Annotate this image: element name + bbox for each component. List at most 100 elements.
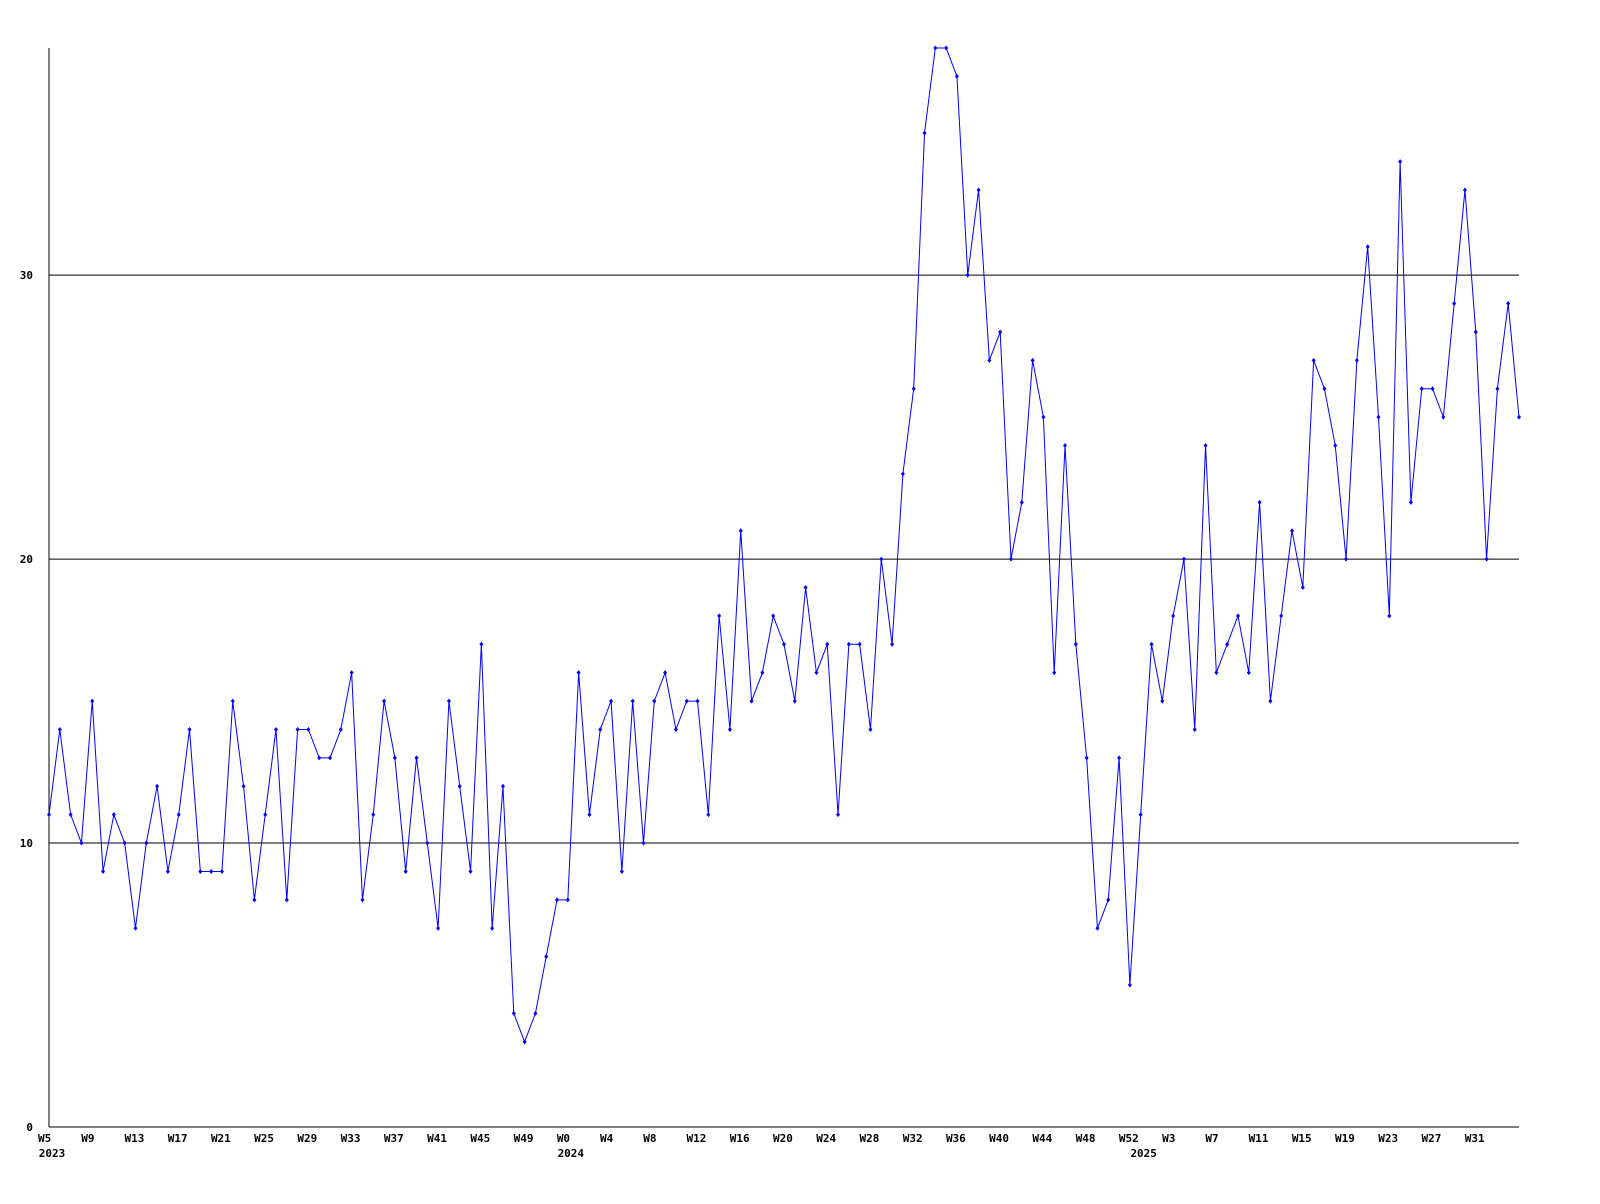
data-point xyxy=(230,698,235,704)
y-tick-label: 10 xyxy=(20,837,33,850)
data-point xyxy=(111,812,116,818)
data-point xyxy=(1063,443,1068,449)
data-point xyxy=(1019,499,1024,505)
data-point xyxy=(533,1010,538,1016)
data-point xyxy=(57,726,62,732)
data-point xyxy=(825,641,830,647)
x-tick-label: W28 xyxy=(859,1132,879,1145)
x-tick-label: W19 xyxy=(1335,1132,1355,1145)
data-point xyxy=(727,726,732,732)
data-point xyxy=(954,73,959,79)
x-tick-label: W8 xyxy=(643,1132,656,1145)
y-tick-label: 20 xyxy=(20,553,33,566)
x-tick-label: W16 xyxy=(730,1132,750,1145)
data-point xyxy=(187,726,192,732)
x-tick-label: W3 xyxy=(1162,1132,1175,1145)
data-point xyxy=(587,812,592,818)
data-point xyxy=(846,641,851,647)
data-point xyxy=(1452,301,1457,307)
data-point xyxy=(349,670,354,676)
data-point xyxy=(47,812,51,818)
data-line xyxy=(48,47,1520,1044)
data-point xyxy=(890,641,895,647)
data-point xyxy=(198,868,203,874)
data-point xyxy=(792,698,797,704)
data-point xyxy=(944,45,949,51)
data-point xyxy=(717,613,722,619)
data-point xyxy=(1084,755,1089,761)
data-point xyxy=(652,698,657,704)
data-point xyxy=(1408,499,1413,505)
x-tick-label: W5 xyxy=(38,1132,51,1145)
data-point xyxy=(511,1010,516,1016)
data-point xyxy=(1344,556,1349,562)
x-tick-label: W33 xyxy=(341,1132,361,1145)
data-point xyxy=(1192,726,1197,732)
data-point xyxy=(619,868,624,874)
x-tick-label: W48 xyxy=(1076,1132,1096,1145)
data-point xyxy=(457,783,462,789)
data-point xyxy=(987,357,992,363)
data-point xyxy=(1300,585,1305,590)
data-point xyxy=(252,897,257,903)
x-tick-label: W31 xyxy=(1465,1132,1485,1145)
x-tick-label: W4 xyxy=(600,1132,614,1145)
data-point xyxy=(392,755,397,761)
data-point xyxy=(1398,159,1403,165)
data-point xyxy=(446,698,451,704)
x-tick-label: W32 xyxy=(903,1132,923,1145)
data-point xyxy=(1127,982,1132,988)
x-tick-label: W29 xyxy=(297,1132,317,1145)
data-point xyxy=(857,641,862,647)
data-point xyxy=(479,641,484,647)
data-point xyxy=(68,812,73,818)
data-point xyxy=(1354,357,1359,363)
data-point xyxy=(371,812,376,818)
data-point xyxy=(879,556,884,562)
data-point xyxy=(814,670,819,676)
data-point xyxy=(90,698,95,704)
data-point xyxy=(965,272,970,278)
x-tick-label: W49 xyxy=(514,1132,534,1145)
data-point xyxy=(241,783,246,789)
data-point xyxy=(1214,670,1219,676)
data-point xyxy=(555,897,560,903)
data-point xyxy=(868,726,873,732)
x-tick-label: W36 xyxy=(946,1132,966,1145)
data-point xyxy=(1235,613,1240,619)
data-point xyxy=(328,755,333,761)
x-tick-label: W23 xyxy=(1378,1132,1398,1145)
data-point xyxy=(306,726,311,732)
data-point xyxy=(1117,755,1122,761)
data-point xyxy=(284,897,289,903)
data-point xyxy=(122,840,127,846)
data-point xyxy=(165,868,170,874)
x-tick-label: W37 xyxy=(384,1132,404,1145)
data-point xyxy=(101,868,106,874)
data-point xyxy=(803,585,808,590)
data-point xyxy=(219,868,224,874)
data-point xyxy=(414,755,419,761)
x-year-label: 2024 xyxy=(558,1147,585,1160)
data-point xyxy=(598,726,603,732)
data-point xyxy=(209,868,214,874)
data-point xyxy=(1473,329,1478,335)
data-point xyxy=(79,840,84,846)
data-point xyxy=(338,726,343,732)
x-tick-label: W9 xyxy=(81,1132,94,1145)
data-point xyxy=(1225,641,1230,647)
x-tick-label: W25 xyxy=(254,1132,274,1145)
data-point xyxy=(1041,414,1046,420)
x-year-label: 2025 xyxy=(1130,1147,1157,1160)
data-point xyxy=(1203,443,1208,449)
x-year-label: 2023 xyxy=(39,1147,66,1160)
data-point xyxy=(1268,698,1273,704)
y-tick-label: 0 xyxy=(26,1121,33,1134)
data-point xyxy=(1441,414,1446,420)
data-point xyxy=(317,755,322,761)
data-point xyxy=(998,329,1003,335)
data-point xyxy=(1290,528,1295,534)
data-point xyxy=(609,698,614,704)
x-tick-label: W24 xyxy=(816,1132,836,1145)
